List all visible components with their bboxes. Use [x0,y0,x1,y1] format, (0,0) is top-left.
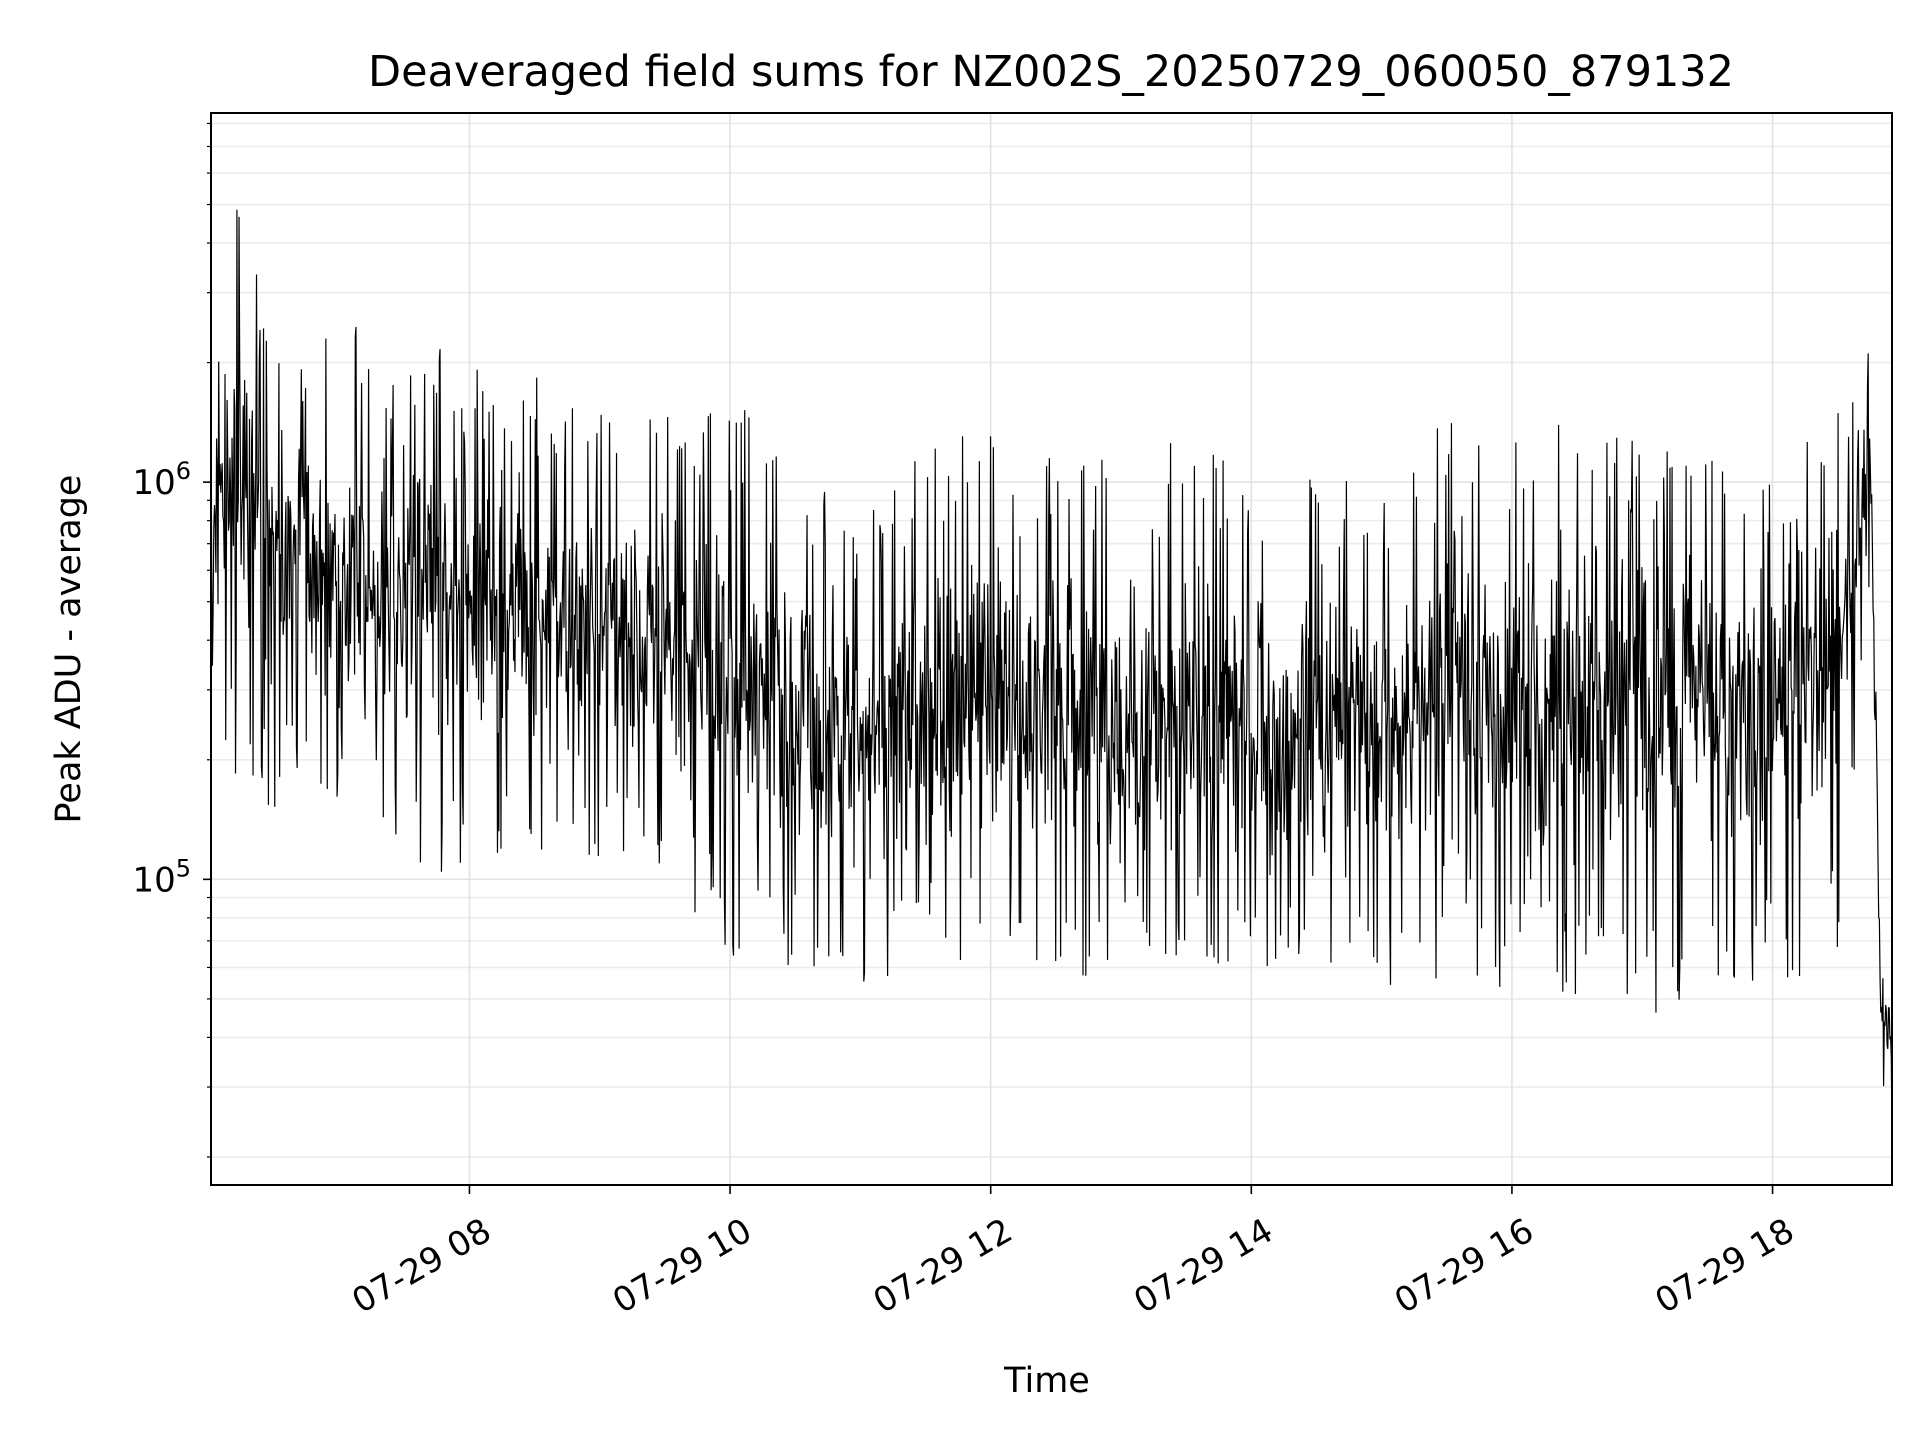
x-tick-label: 07-29 08 [346,1211,498,1322]
x-tick-label: 07-29 10 [606,1211,758,1322]
x-tick-label: 07-29 14 [1127,1211,1279,1322]
series-line-peak-adu [210,209,1893,1145]
y-tick-label: 106 [132,457,191,503]
y-tick-label: 105 [132,854,191,900]
chart-title: Deaveraged field sums for NZ002S_2025072… [368,47,1734,97]
x-tick-label: 07-29 12 [867,1211,1019,1322]
y-axis-label: Peak ADU - average [49,475,89,824]
plot-frame [210,112,1893,1186]
series-layer [210,209,1893,1145]
x-tick-label: 07-29 18 [1649,1211,1801,1322]
x-axis-label: Time [1003,1361,1090,1401]
x-tick-label: 07-29 16 [1388,1211,1540,1322]
